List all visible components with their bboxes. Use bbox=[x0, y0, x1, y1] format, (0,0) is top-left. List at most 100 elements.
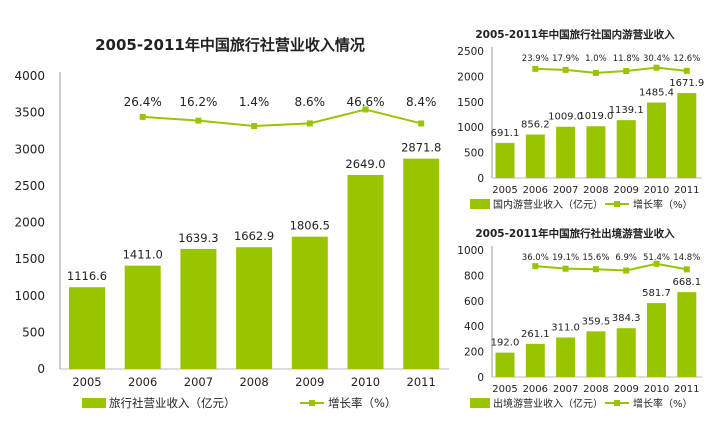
bar-data-label: 2871.8 bbox=[401, 141, 441, 155]
growth-data-label: 23.9% bbox=[522, 54, 549, 64]
bar-2008 bbox=[586, 331, 606, 377]
bar-data-label: 261.1 bbox=[521, 329, 550, 340]
y-tick-label: 600 bbox=[464, 296, 484, 308]
x-tick-label: 2008 bbox=[583, 185, 608, 196]
y-tick-label: 3500 bbox=[14, 106, 45, 120]
growth-data-label: 6.9% bbox=[615, 253, 637, 263]
chart-1: 2005-2011年中国旅行社国内游营业收入 0 500 1000 1500 2000 25… bbox=[457, 28, 704, 211]
y-tick-label: 200 bbox=[464, 347, 484, 359]
y-tick-label: 0 bbox=[477, 372, 484, 384]
bar-2010 bbox=[647, 102, 666, 178]
growth-marker-2008 bbox=[592, 69, 599, 76]
bar-2005 bbox=[69, 287, 105, 369]
bar-2010 bbox=[647, 303, 666, 377]
y-tick-label: 1500 bbox=[457, 97, 484, 109]
bar-data-label: 311.0 bbox=[551, 323, 580, 334]
chart-title: 2005-2011年中国旅行社出境游营业收入 bbox=[475, 227, 675, 240]
growth-marker-2011 bbox=[683, 266, 690, 273]
growth-line bbox=[142, 108, 422, 128]
bar-data-label: 1116.6 bbox=[67, 269, 107, 283]
bar-2006 bbox=[525, 343, 545, 377]
bar-data-label: 1411.0 bbox=[123, 248, 163, 262]
growth-marker-2009 bbox=[623, 67, 630, 74]
y-tick-label: 3000 bbox=[14, 142, 45, 156]
bar-2008 bbox=[586, 126, 606, 178]
y-tick-label: 1000 bbox=[14, 289, 45, 303]
growth-data-label: 26.4% bbox=[124, 95, 162, 109]
bar-data-label: 1662.9 bbox=[234, 229, 274, 243]
bar-2009 bbox=[616, 328, 636, 377]
x-tick-label: 2011 bbox=[674, 384, 699, 395]
bar-data-label: 691.1 bbox=[491, 128, 520, 139]
growth-data-label: 14.8% bbox=[673, 253, 700, 263]
bar-2009 bbox=[616, 120, 636, 178]
growth-data-label: 17.9% bbox=[552, 54, 579, 64]
bar-2011 bbox=[677, 292, 697, 377]
chart-2: 2005-2011年中国旅行社出境游营业收入 0 200 400 600 800 1000 2… bbox=[457, 227, 702, 410]
x-tick-label: 2009 bbox=[295, 375, 324, 389]
growth-data-label: 36.0% bbox=[522, 253, 549, 263]
growth-data-label: 15.6% bbox=[582, 253, 609, 263]
bar-data-label: 192.0 bbox=[491, 338, 520, 349]
x-tick-label: 2005 bbox=[492, 185, 517, 196]
bar-2010 bbox=[347, 174, 384, 369]
y-tick-label: 4000 bbox=[14, 69, 45, 83]
bar-data-label: 2649.0 bbox=[345, 157, 385, 171]
growth-data-label: 1.0% bbox=[585, 54, 607, 64]
x-tick-label: 2009 bbox=[613, 185, 638, 196]
x-tick-label: 2011 bbox=[407, 375, 436, 389]
bar-data-label: 1019.0 bbox=[578, 111, 613, 122]
x-tick-label: 2005 bbox=[492, 384, 517, 395]
bar-2011 bbox=[677, 93, 697, 178]
bar-data-label: 856.2 bbox=[521, 120, 550, 131]
growth-marker-2006 bbox=[139, 113, 146, 120]
growth-marker-2011 bbox=[418, 120, 425, 127]
growth-marker-2011 bbox=[683, 67, 690, 74]
growth-data-label: 19.1% bbox=[552, 253, 579, 263]
bar-data-label: 359.5 bbox=[582, 316, 611, 327]
x-tick-label: 2008 bbox=[239, 375, 268, 389]
growth-line bbox=[535, 66, 687, 74]
bar-data-label: 581.7 bbox=[642, 288, 671, 299]
growth-marker-2010 bbox=[362, 106, 369, 113]
bar-data-label: 1671.9 bbox=[669, 78, 704, 89]
y-tick-label: 2500 bbox=[14, 179, 45, 193]
bar-2007 bbox=[556, 337, 576, 377]
growth-data-label: 11.8% bbox=[613, 54, 640, 64]
y-tick-label: 1500 bbox=[14, 252, 45, 266]
y-tick-label: 800 bbox=[464, 270, 484, 282]
x-tick-label: 2006 bbox=[523, 384, 548, 395]
growth-marker-2006 bbox=[532, 65, 539, 72]
growth-data-label: 1.4% bbox=[239, 95, 270, 109]
legend-line-label: 增长率（%） bbox=[633, 397, 693, 410]
growth-marker-2009 bbox=[623, 267, 630, 274]
x-tick-label: 2006 bbox=[523, 185, 548, 196]
legend-bar-swatch bbox=[470, 199, 490, 209]
x-tick-label: 2007 bbox=[553, 384, 578, 395]
y-tick-label: 400 bbox=[464, 321, 484, 333]
bar-2007 bbox=[180, 248, 217, 369]
y-tick-label: 1000 bbox=[457, 245, 484, 257]
growth-marker-2007 bbox=[562, 66, 569, 73]
y-tick-label: 1000 bbox=[457, 122, 484, 134]
legend-line-marker bbox=[614, 400, 620, 406]
growth-data-label: 8.6% bbox=[295, 95, 326, 109]
x-tick-label: 2009 bbox=[613, 384, 638, 395]
growth-data-label: 46.6% bbox=[346, 95, 384, 109]
bar-data-label: 1639.3 bbox=[178, 231, 218, 245]
bar-data-label: 1485.4 bbox=[639, 88, 674, 99]
growth-marker-2008 bbox=[251, 123, 258, 130]
legend-line-marker bbox=[309, 400, 315, 406]
x-tick-label: 2006 bbox=[128, 375, 157, 389]
legend-line-label: 增长率（%） bbox=[328, 396, 396, 410]
x-tick-label: 2007 bbox=[184, 375, 213, 389]
bar-data-label: 384.3 bbox=[612, 313, 641, 324]
legend-line-marker bbox=[614, 201, 620, 207]
growth-data-label: 8.4% bbox=[406, 95, 437, 109]
x-tick-label: 2011 bbox=[674, 185, 699, 196]
growth-data-label: 16.2% bbox=[179, 95, 217, 109]
legend-bar-label: 旅行社营业收入（亿元） bbox=[109, 396, 236, 410]
x-tick-label: 2010 bbox=[644, 185, 669, 196]
growth-marker-2009 bbox=[306, 120, 313, 127]
bar-2009 bbox=[291, 236, 328, 369]
